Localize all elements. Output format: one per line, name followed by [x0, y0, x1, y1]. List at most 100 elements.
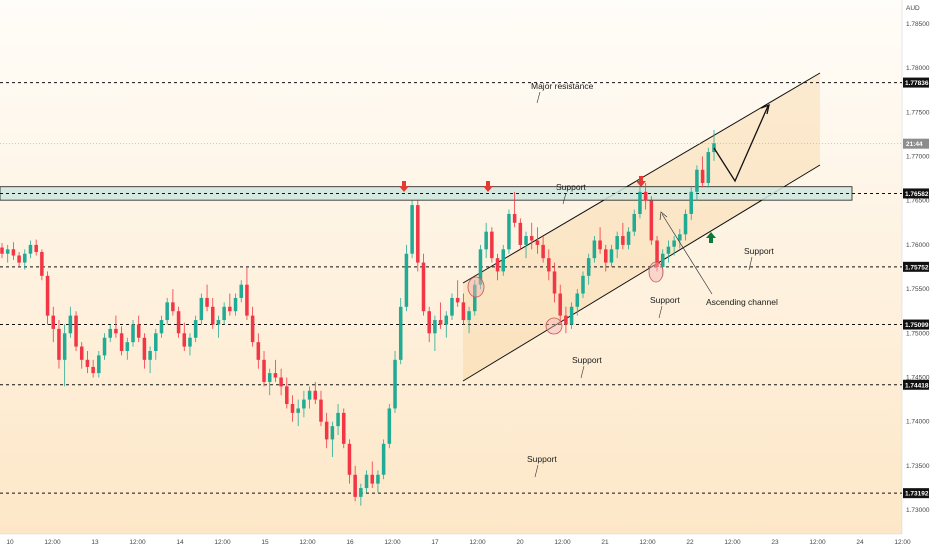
candle-body: [444, 315, 449, 325]
candle-body: [626, 231, 631, 245]
annotation-pointer: [562, 192, 567, 205]
candle-body: [222, 306, 226, 321]
candle-body: [455, 297, 460, 303]
down-arrow-icon: [636, 176, 646, 187]
level-price-label: 1.75099: [905, 322, 929, 329]
candle-body: [666, 246, 671, 254]
ascending-channel-area: [463, 73, 820, 381]
circle-marker: [467, 276, 485, 298]
candle-body: [461, 302, 466, 321]
candle-body: [564, 315, 568, 325]
candle-body: [102, 337, 107, 356]
candle-body: [473, 284, 477, 312]
level-price-label: 1.75752: [905, 264, 929, 271]
candle-body: [79, 346, 84, 360]
annotation-pointer: [748, 256, 753, 271]
candle-body: [427, 311, 431, 334]
candle-body: [285, 386, 289, 405]
level-price-label: 1.73192: [905, 491, 929, 498]
candle-body: [581, 275, 585, 294]
candle-body: [165, 302, 169, 321]
candle-body: [182, 333, 187, 347]
candle-body: [159, 320, 164, 334]
candle-body: [672, 240, 676, 247]
candle-body: [330, 426, 335, 440]
candle-body: [598, 240, 602, 250]
y-tick-label: 1.78000: [906, 65, 930, 72]
candle-body: [615, 236, 619, 250]
candle-body: [621, 236, 625, 245]
candle-body: [228, 306, 232, 312]
candle-body: [171, 302, 175, 312]
candle-body: [216, 320, 221, 325]
major-resistance-label: Major resistance: [531, 81, 594, 91]
candle-body: [210, 306, 215, 325]
candle-body: [649, 200, 654, 241]
price-axis-background: [902, 0, 932, 550]
candle-body: [501, 249, 506, 272]
time-axis-ticks[interactable]: 10 12:00 13 12:00 14 12:00 15 12:00 16 12:00 17 12:…: [6, 539, 911, 546]
candle-body: [359, 488, 363, 497]
projection-arrowhead-icon: [760, 103, 770, 115]
candle-body: [341, 412, 346, 444]
candle-body: [148, 350, 152, 360]
x-tick-label: 12:00: [299, 539, 316, 546]
level-price-badge: [903, 488, 929, 499]
candle-body: [364, 474, 369, 489]
candle-body: [0, 247, 4, 254]
y-tick-label: 1.77500: [906, 109, 930, 116]
candle-body: [518, 222, 523, 245]
candle-body: [547, 258, 551, 272]
candle-body: [609, 249, 614, 263]
circle-marker: [648, 261, 664, 283]
ascending-channel-pointer: [661, 213, 713, 295]
candle-body: [467, 311, 471, 321]
currency-label: AUD: [906, 5, 920, 12]
candle-body: [267, 373, 272, 382]
annotation-pointer: [658, 305, 663, 319]
y-tick-label: 1.76000: [906, 242, 930, 249]
annotations: Major resistance Support Support Support…: [527, 81, 778, 478]
candle-body: [381, 443, 386, 475]
price-axis-ticks[interactable]: 1.78500 1.78000 1.77500 1.77000 1.76500 1.760…: [906, 21, 930, 514]
x-tick-label: 12:00: [639, 539, 656, 546]
candle-body: [5, 249, 10, 254]
channel-lower-line[interactable]: [462, 164, 821, 382]
candle-body: [683, 213, 688, 235]
x-tick-label: 23: [771, 539, 779, 546]
candle-body: [632, 213, 637, 232]
candle-body: [176, 311, 181, 334]
x-tick-label: 12:00: [724, 539, 741, 546]
candle-body: [74, 315, 78, 347]
x-tick-label: 17: [431, 539, 439, 546]
level-price-badge: [903, 261, 929, 272]
x-tick-label: 15: [261, 539, 269, 546]
candle-body: [421, 262, 426, 312]
x-tick-label: 14: [176, 539, 184, 546]
candle-body: [188, 337, 192, 347]
candle-body: [507, 213, 511, 250]
candle-body: [233, 297, 238, 312]
candle-body: [199, 297, 204, 321]
candle-body: [370, 474, 375, 484]
time-axis-background: [0, 534, 932, 550]
circle-marker: [545, 317, 563, 335]
candle-body: [575, 293, 580, 307]
x-tick-label: 12:00: [469, 539, 486, 546]
projection-path: [713, 105, 769, 183]
level-price-label: 1.76582: [905, 191, 929, 198]
candle-body: [706, 152, 711, 184]
candle-body: [23, 253, 27, 263]
x-tick-label: 12:00: [894, 539, 911, 546]
candle-body: [11, 249, 16, 256]
candle-body: [689, 191, 693, 214]
candle-body: [643, 191, 648, 201]
candle-body: [558, 293, 562, 316]
candle-body: [347, 443, 352, 475]
level-price-label: 1.74418: [905, 382, 929, 389]
current-price-badge-text: 21:44: [906, 141, 923, 148]
candle-body: [108, 328, 112, 338]
down-arrow-icon: [483, 181, 493, 192]
ascending-channel-label: Ascending channel: [706, 297, 778, 307]
